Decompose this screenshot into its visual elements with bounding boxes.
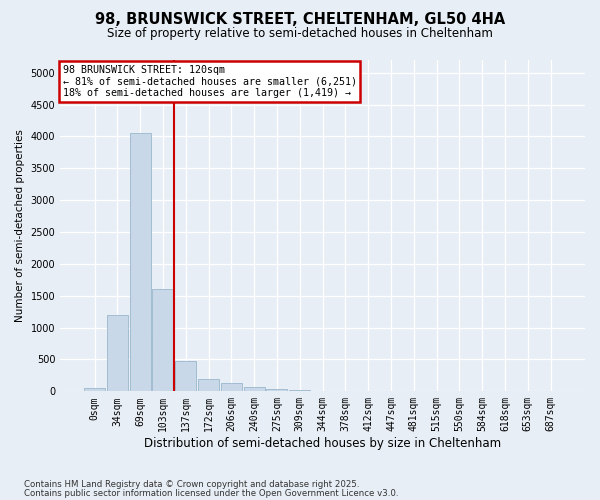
Y-axis label: Number of semi-detached properties: Number of semi-detached properties xyxy=(15,129,25,322)
Text: Contains public sector information licensed under the Open Government Licence v3: Contains public sector information licen… xyxy=(24,488,398,498)
Text: Size of property relative to semi-detached houses in Cheltenham: Size of property relative to semi-detach… xyxy=(107,28,493,40)
Bar xyxy=(289,390,310,392)
Bar xyxy=(84,388,105,392)
X-axis label: Distribution of semi-detached houses by size in Cheltenham: Distribution of semi-detached houses by … xyxy=(144,437,501,450)
Text: Contains HM Land Registry data © Crown copyright and database right 2025.: Contains HM Land Registry data © Crown c… xyxy=(24,480,359,489)
Bar xyxy=(266,390,287,392)
Bar xyxy=(152,290,173,392)
Text: 98, BRUNSWICK STREET, CHELTENHAM, GL50 4HA: 98, BRUNSWICK STREET, CHELTENHAM, GL50 4… xyxy=(95,12,505,28)
Bar xyxy=(130,134,151,392)
Bar xyxy=(175,361,196,392)
Bar xyxy=(244,387,265,392)
Bar xyxy=(221,383,242,392)
Bar xyxy=(198,378,219,392)
Bar xyxy=(107,315,128,392)
Text: 98 BRUNSWICK STREET: 120sqm
← 81% of semi-detached houses are smaller (6,251)
18: 98 BRUNSWICK STREET: 120sqm ← 81% of sem… xyxy=(63,65,357,98)
